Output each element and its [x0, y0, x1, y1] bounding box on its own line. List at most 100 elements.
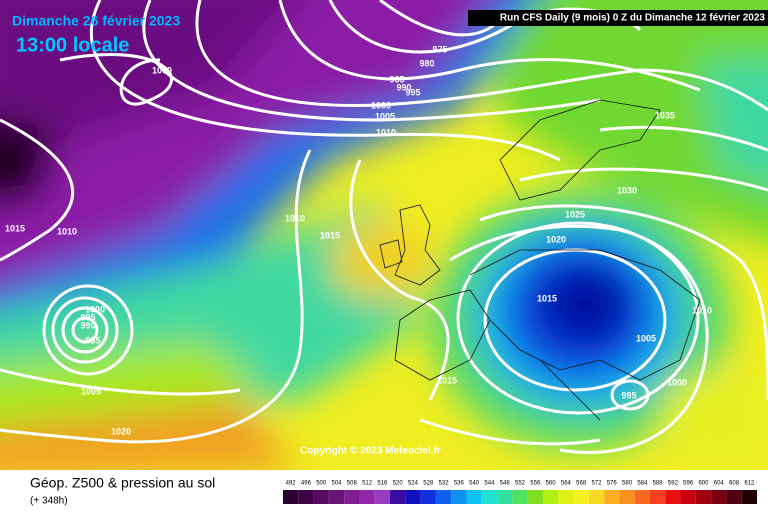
scale-swatch — [283, 490, 299, 504]
scale-label: 500 — [316, 481, 327, 487]
scale-label: 496 — [301, 481, 312, 487]
isobar-label: 995 — [621, 390, 636, 400]
scale-swatch — [542, 490, 559, 504]
scale-swatch — [680, 490, 696, 504]
scale-swatch — [313, 490, 329, 504]
scale-label: 520 — [393, 481, 404, 487]
field — [0, 0, 768, 470]
isobar-label: 1000 — [85, 304, 105, 314]
scale-swatch — [527, 490, 543, 504]
scale-label: 532 — [439, 481, 450, 487]
isobar-label: 985 — [389, 74, 404, 84]
scale-swatch — [405, 490, 421, 504]
isobar-label: 1010 — [57, 226, 77, 236]
scale-label: 572 — [591, 481, 602, 487]
scale-swatch — [741, 490, 757, 504]
scale-label: 548 — [500, 481, 511, 487]
scale-label: 612 — [744, 481, 755, 487]
coastlines — [379, 99, 701, 421]
isobar-label: 1010 — [692, 305, 712, 315]
isobar-label: 1030 — [617, 185, 637, 195]
scale-label: 536 — [454, 481, 465, 487]
run-banner — [468, 10, 768, 26]
scale-swatch — [481, 490, 498, 504]
scale-label: 508 — [347, 481, 358, 487]
isobar-label: 1015 — [5, 223, 25, 233]
scale-label: 540 — [469, 481, 480, 487]
isobar-label: 1010 — [376, 127, 396, 137]
isobar-label: 1005 — [81, 386, 101, 396]
scale-swatch — [695, 490, 712, 504]
time: 13:00 locale — [16, 34, 129, 56]
scale-swatch — [588, 490, 605, 504]
isobar-label: 1000 — [152, 65, 172, 75]
scale-label: 564 — [561, 481, 572, 487]
scale-swatch — [649, 490, 666, 504]
scale-swatch — [466, 490, 482, 504]
scale-swatch — [298, 490, 314, 504]
scale-label: 580 — [622, 481, 633, 487]
isobar-label: 1015 — [437, 375, 457, 385]
isobar-label: 980 — [419, 58, 434, 68]
scale-swatch — [711, 490, 727, 504]
isobar-label: 1005 — [375, 111, 395, 121]
scale-swatch — [558, 490, 574, 504]
isobar-label: 975 — [432, 44, 447, 54]
scale-label: 504 — [332, 481, 343, 487]
isobar-label: 1015 — [537, 293, 557, 303]
scale-swatch — [328, 490, 345, 504]
scale-label: 512 — [362, 481, 373, 487]
scale-label: 524 — [408, 481, 419, 487]
legend-subtitle: (+ 348h) — [30, 496, 68, 507]
scale-label: 544 — [484, 481, 495, 487]
scale-swatch — [435, 490, 452, 504]
legend-title: Géop. Z500 & pression au sol — [30, 475, 215, 491]
scale-label: 492 — [286, 481, 297, 487]
isobar-label: 1000 — [667, 377, 687, 387]
isobar-label: 990 — [80, 320, 95, 330]
scale-swatch — [374, 490, 391, 504]
scale-label: 560 — [546, 481, 557, 487]
isobar-label: 1010 — [285, 213, 305, 223]
isobar-label: 1020 — [111, 426, 131, 436]
scale-label: 528 — [423, 481, 434, 487]
scale-swatch — [573, 490, 589, 504]
isobar-label: 1035 — [655, 110, 675, 120]
isobar-label: 985 — [85, 335, 100, 345]
isobar-label: 995 — [80, 312, 95, 322]
date: Dimanche 26 février 2023 — [12, 13, 180, 29]
scale-swatch — [604, 490, 620, 504]
isobar-label: 1005 — [636, 333, 656, 343]
scale-label: 568 — [576, 481, 587, 487]
scale-label: 576 — [607, 481, 618, 487]
scale-swatch — [512, 490, 528, 504]
scale-label: 552 — [515, 481, 526, 487]
scale-swatch — [344, 490, 360, 504]
run-info: Run CFS Daily (9 mois) 0 Z du Dimanche 1… — [500, 13, 766, 24]
scale-label: 608 — [729, 481, 740, 487]
scale-label: 516 — [377, 481, 388, 487]
scale-label: 592 — [668, 481, 679, 487]
isobar-label: 1015 — [320, 230, 340, 240]
scale-swatch — [634, 490, 650, 504]
scale-swatch — [726, 490, 742, 504]
scale-swatch — [619, 490, 635, 504]
scale-label: 604 — [714, 481, 725, 487]
scale-label: 556 — [530, 481, 541, 487]
scale-swatch — [497, 490, 513, 504]
scale-label: 588 — [653, 481, 664, 487]
isobar-label: 1025 — [565, 209, 585, 219]
scale-swatch — [451, 490, 467, 504]
scale-swatch — [390, 490, 406, 504]
isobar-label: 1000 — [371, 100, 391, 110]
scale-swatch — [420, 490, 436, 504]
isobar-label: 990 — [396, 82, 411, 92]
scale-label: 596 — [683, 481, 694, 487]
isobar-label: 995 — [405, 87, 420, 97]
scale-label: 584 — [637, 481, 648, 487]
copyright: Copyright © 2023 Meteociel.fr — [300, 446, 441, 457]
scale-swatch — [359, 490, 375, 504]
isobars — [0, 0, 768, 454]
scale-label: 600 — [698, 481, 709, 487]
